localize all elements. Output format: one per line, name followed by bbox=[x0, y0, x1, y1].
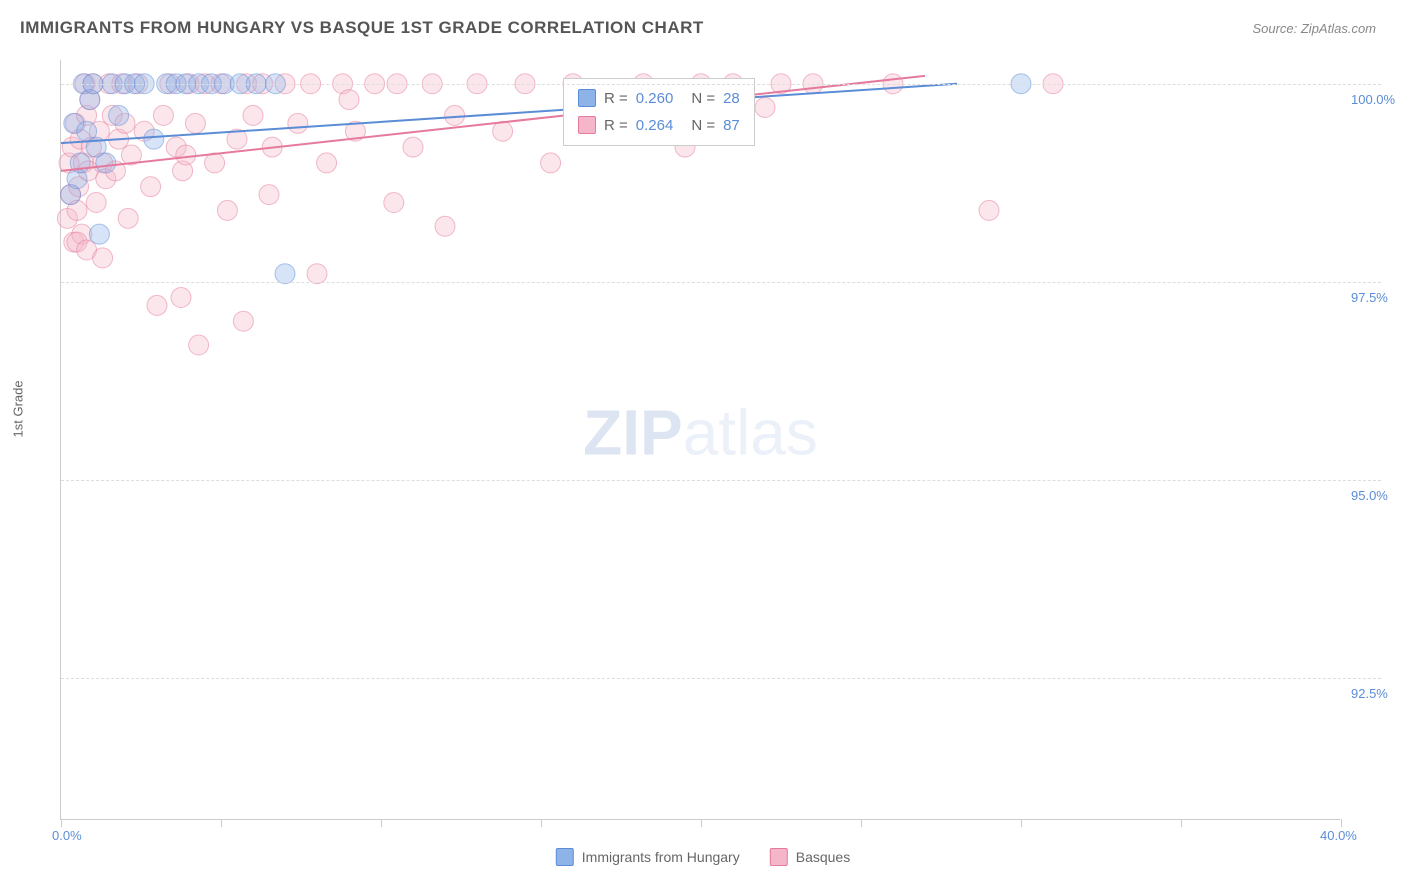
scatter-point bbox=[86, 193, 106, 213]
x-tick bbox=[1341, 819, 1342, 827]
scatter-point bbox=[445, 105, 465, 125]
scatter-point bbox=[109, 105, 129, 125]
x-tick bbox=[61, 819, 62, 827]
scatter-point bbox=[118, 208, 138, 228]
legend-item: Basques bbox=[770, 848, 850, 866]
legend-label: Basques bbox=[796, 849, 850, 865]
gridline bbox=[61, 84, 1381, 85]
x-tick bbox=[221, 819, 222, 827]
scatter-point bbox=[403, 137, 423, 157]
scatter-point bbox=[259, 185, 279, 205]
x-tick-label: 0.0% bbox=[52, 828, 82, 843]
scatter-point bbox=[153, 105, 173, 125]
n-label: N = bbox=[691, 85, 715, 112]
scatter-point bbox=[755, 98, 775, 118]
scatter-point bbox=[205, 153, 225, 173]
scatter-point bbox=[339, 90, 359, 110]
n-value: 28 bbox=[723, 85, 740, 112]
chart-area: ZIPatlas R = 0.260N = 28R = 0.264N = 87 … bbox=[60, 60, 1340, 820]
legend-row: R = 0.260 N = 28 bbox=[578, 85, 740, 112]
x-tick bbox=[1021, 819, 1022, 827]
scatter-point bbox=[96, 153, 116, 173]
scatter-point bbox=[233, 311, 253, 331]
scatter-point bbox=[147, 295, 167, 315]
y-axis-label: 1st Grade bbox=[11, 380, 26, 437]
scatter-point bbox=[384, 193, 404, 213]
legend-row: R = 0.264 N = 87 bbox=[578, 112, 740, 139]
r-value: 0.264 bbox=[636, 112, 674, 139]
scatter-point bbox=[979, 200, 999, 220]
gridline bbox=[61, 282, 1381, 283]
scatter-point bbox=[89, 224, 109, 244]
scatter-point bbox=[317, 153, 337, 173]
r-label: R = bbox=[604, 112, 628, 139]
x-tick bbox=[541, 819, 542, 827]
source-label: Source: ZipAtlas.com bbox=[1252, 21, 1376, 36]
legend-swatch bbox=[556, 848, 574, 866]
scatter-point bbox=[171, 288, 191, 308]
x-tick-label: 40.0% bbox=[1320, 828, 1357, 843]
scatter-point bbox=[176, 145, 196, 165]
scatter-point bbox=[141, 177, 161, 197]
y-tick-label: 97.5% bbox=[1351, 290, 1388, 305]
header: IMMIGRANTS FROM HUNGARY VS BASQUE 1ST GR… bbox=[0, 0, 1406, 48]
r-label: R = bbox=[604, 85, 628, 112]
n-value: 87 bbox=[723, 112, 740, 139]
legend-swatch bbox=[770, 848, 788, 866]
scatter-point bbox=[243, 105, 263, 125]
r-value: 0.260 bbox=[636, 85, 674, 112]
x-tick bbox=[1181, 819, 1182, 827]
scatter-point bbox=[493, 121, 513, 141]
scatter-point bbox=[541, 153, 561, 173]
scatter-point bbox=[435, 216, 455, 236]
scatter-point bbox=[217, 200, 237, 220]
gridline bbox=[61, 678, 1381, 679]
legend-label: Immigrants from Hungary bbox=[582, 849, 740, 865]
legend-swatch bbox=[578, 89, 596, 107]
scatter-point bbox=[93, 248, 113, 268]
x-tick bbox=[701, 819, 702, 827]
y-tick-label: 100.0% bbox=[1351, 92, 1395, 107]
x-tick bbox=[861, 819, 862, 827]
x-tick bbox=[381, 819, 382, 827]
scatter-point bbox=[185, 113, 205, 133]
scatter-plot bbox=[61, 60, 1341, 820]
series-legend: Immigrants from Hungary Basques bbox=[556, 848, 850, 866]
scatter-point bbox=[189, 335, 209, 355]
y-tick-label: 92.5% bbox=[1351, 686, 1388, 701]
y-tick-label: 95.0% bbox=[1351, 488, 1388, 503]
legend-swatch bbox=[578, 116, 596, 134]
gridline bbox=[61, 480, 1381, 481]
scatter-point bbox=[288, 113, 308, 133]
legend-item: Immigrants from Hungary bbox=[556, 848, 740, 866]
correlation-legend: R = 0.260 N = 28 R = 0.264 N = 87 bbox=[563, 78, 755, 146]
n-label: N = bbox=[691, 112, 715, 139]
chart-title: IMMIGRANTS FROM HUNGARY VS BASQUE 1ST GR… bbox=[20, 18, 704, 38]
scatter-point bbox=[144, 129, 164, 149]
